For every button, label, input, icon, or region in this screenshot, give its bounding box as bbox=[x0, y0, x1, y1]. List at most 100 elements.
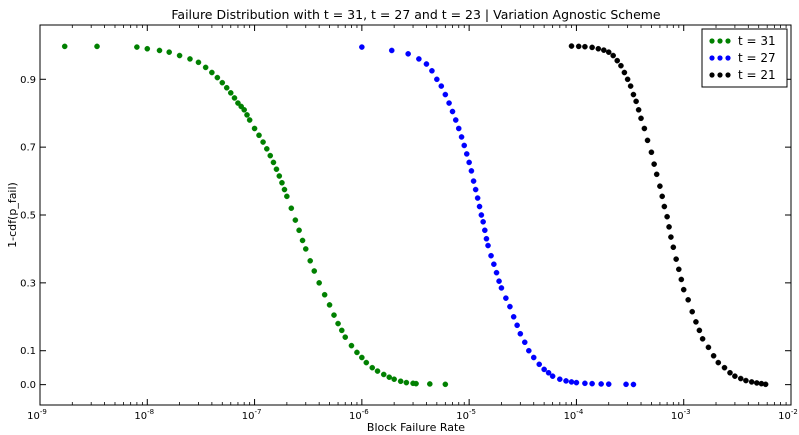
data-point bbox=[568, 43, 575, 49]
data-point bbox=[338, 327, 345, 334]
data-point bbox=[638, 115, 644, 122]
data-point bbox=[601, 47, 607, 53]
data-point bbox=[281, 186, 288, 193]
data-point bbox=[374, 368, 381, 374]
data-point bbox=[380, 371, 387, 378]
legend-label: t = 27 bbox=[738, 51, 776, 65]
data-point bbox=[589, 380, 595, 387]
data-point bbox=[342, 334, 349, 340]
data-point bbox=[94, 43, 100, 50]
y-tick-label: 0.7 bbox=[20, 143, 36, 154]
data-point bbox=[156, 47, 163, 54]
data-point bbox=[348, 342, 355, 349]
data-point bbox=[582, 380, 588, 387]
data-point bbox=[668, 234, 674, 240]
data-point bbox=[335, 320, 341, 327]
data-point bbox=[754, 380, 760, 386]
x-tick-label: 10-4 bbox=[564, 408, 584, 422]
data-point bbox=[557, 376, 563, 383]
data-point bbox=[449, 108, 456, 115]
data-point bbox=[582, 43, 588, 50]
data-point bbox=[673, 256, 679, 262]
data-point bbox=[743, 377, 749, 384]
data-point bbox=[251, 125, 258, 132]
legend-entry: t = 27 bbox=[709, 51, 776, 65]
data-point bbox=[549, 373, 556, 379]
data-point bbox=[705, 344, 712, 351]
data-point bbox=[689, 308, 696, 315]
plot-frame bbox=[39, 24, 792, 406]
data-point bbox=[676, 266, 682, 273]
data-point bbox=[630, 381, 637, 388]
legend-marker bbox=[725, 38, 731, 44]
x-tick-label: 10-9 bbox=[27, 408, 47, 422]
legend-entry: t = 21 bbox=[709, 68, 776, 82]
data-point bbox=[648, 149, 655, 156]
data-point bbox=[727, 369, 733, 376]
data-point bbox=[507, 303, 513, 310]
data-point bbox=[476, 203, 483, 210]
data-point bbox=[466, 159, 472, 166]
data-point bbox=[195, 59, 202, 66]
data-point bbox=[627, 83, 634, 89]
x-tick-label: 10-8 bbox=[134, 408, 154, 422]
data-point bbox=[359, 354, 365, 361]
data-point bbox=[270, 159, 277, 166]
data-point bbox=[483, 235, 490, 242]
data-point bbox=[641, 125, 648, 132]
data-point bbox=[474, 195, 481, 201]
x-axis-ticks: 10-9 10-8 10-7 10-6 10-5 10-4 10-3 10-2 bbox=[27, 25, 798, 422]
data-point bbox=[311, 268, 318, 274]
data-point bbox=[302, 246, 309, 252]
data-point bbox=[618, 62, 624, 69]
data-point bbox=[284, 193, 290, 200]
data-point bbox=[589, 44, 595, 51]
data-point bbox=[623, 381, 629, 388]
data-point bbox=[446, 100, 452, 106]
data-point bbox=[710, 352, 717, 359]
data-point bbox=[455, 125, 462, 132]
data-point bbox=[630, 91, 637, 98]
x-axis-title: Block Failure Rate bbox=[367, 421, 465, 434]
data-point bbox=[292, 217, 299, 223]
data-point bbox=[438, 83, 445, 89]
data-point bbox=[354, 349, 360, 356]
data-point bbox=[144, 45, 151, 52]
x-tick-label: 10-5 bbox=[456, 408, 476, 422]
data-point bbox=[273, 166, 280, 172]
data-point bbox=[762, 381, 769, 388]
series-3 bbox=[568, 43, 769, 388]
data-point bbox=[488, 252, 494, 259]
data-point bbox=[496, 278, 502, 284]
data-point bbox=[480, 218, 486, 225]
chart-title: Failure Distribution with t = 31, t = 27… bbox=[171, 7, 661, 22]
data-point bbox=[610, 52, 616, 59]
data-point bbox=[223, 84, 230, 91]
data-point bbox=[307, 257, 314, 264]
y-tick-label: 0.3 bbox=[20, 278, 36, 289]
data-point bbox=[227, 90, 234, 96]
series-1 bbox=[61, 43, 449, 388]
data-point bbox=[568, 379, 575, 385]
data-point bbox=[434, 76, 440, 83]
data-point bbox=[563, 378, 569, 384]
data-point bbox=[696, 327, 703, 334]
data-point bbox=[416, 56, 422, 62]
data-point bbox=[715, 359, 722, 366]
data-point bbox=[267, 152, 274, 159]
data-point bbox=[321, 291, 328, 298]
data-point bbox=[166, 49, 172, 55]
series-layer bbox=[61, 43, 769, 388]
data-point bbox=[429, 68, 435, 74]
data-point bbox=[737, 375, 744, 382]
data-point bbox=[605, 381, 612, 387]
data-point bbox=[493, 269, 500, 276]
data-point bbox=[288, 205, 295, 212]
data-point bbox=[624, 76, 631, 83]
data-point bbox=[442, 381, 449, 388]
legend-label: t = 21 bbox=[738, 68, 776, 82]
data-point bbox=[386, 374, 393, 380]
data-point bbox=[403, 379, 410, 386]
